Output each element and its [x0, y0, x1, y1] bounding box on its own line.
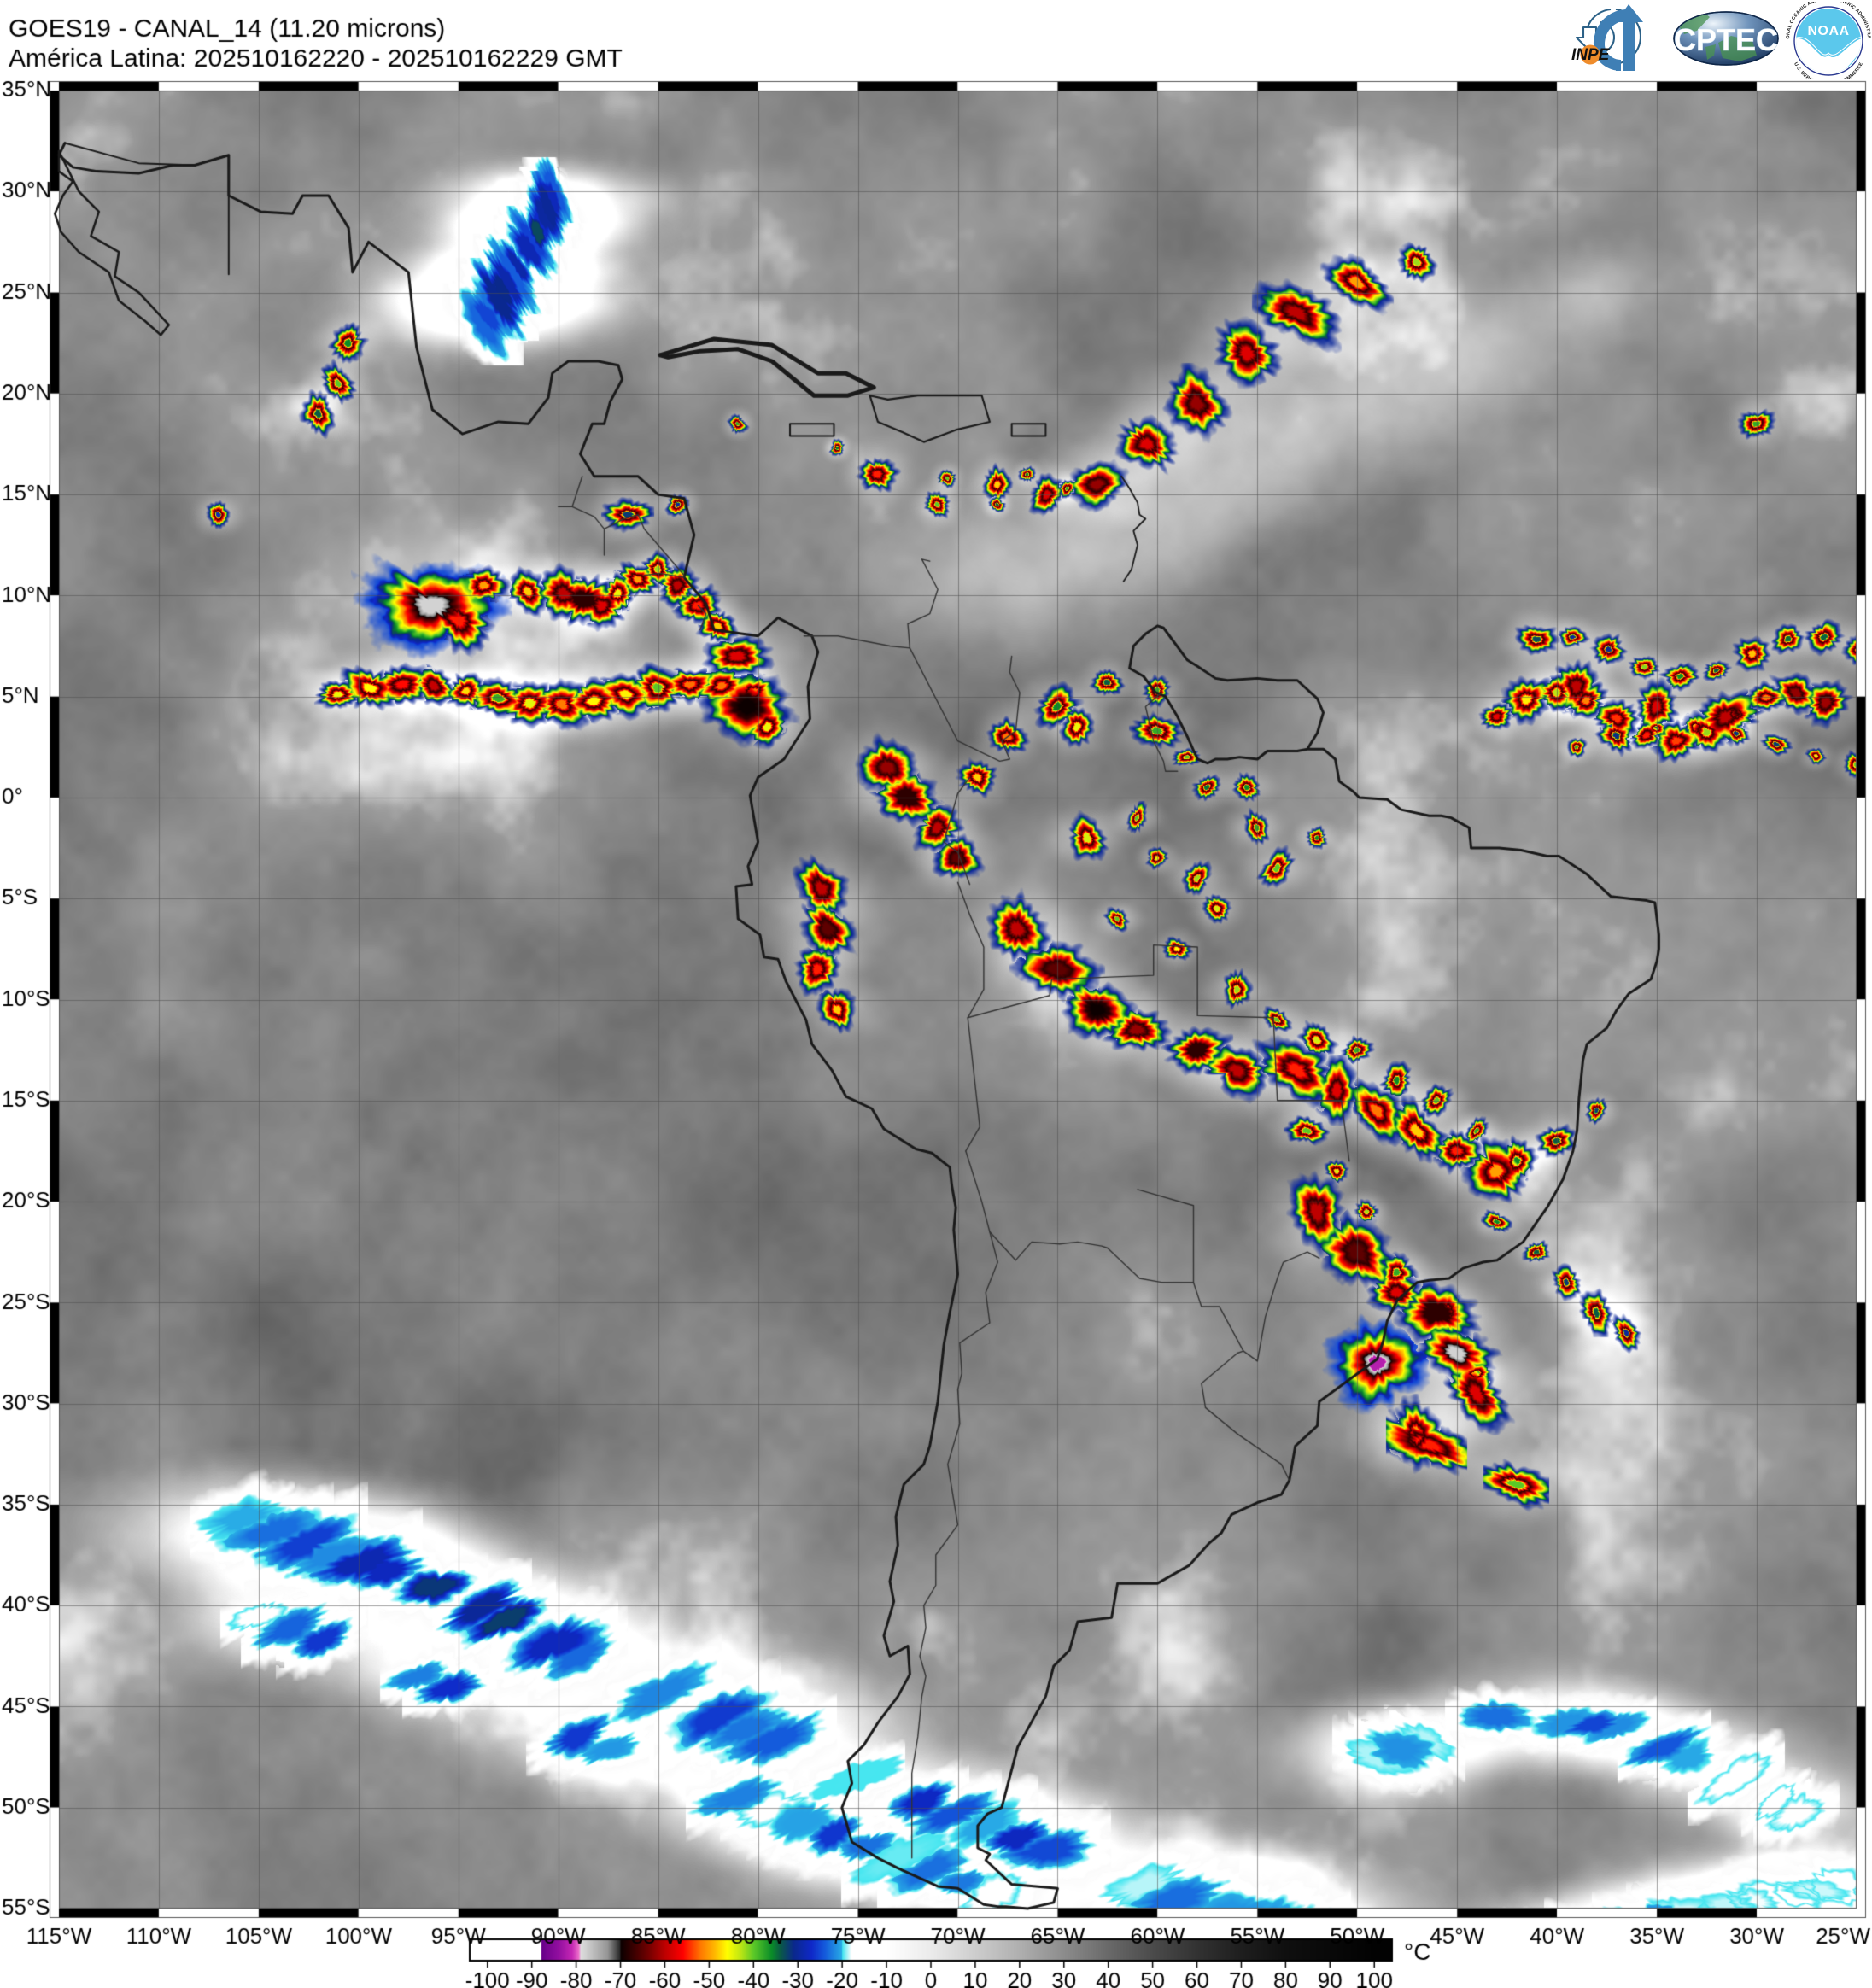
svg-text:INPE: INPE	[1571, 46, 1611, 64]
svg-text:CPTEC: CPTEC	[1674, 22, 1778, 57]
svg-text:NOAA: NOAA	[1807, 24, 1849, 38]
